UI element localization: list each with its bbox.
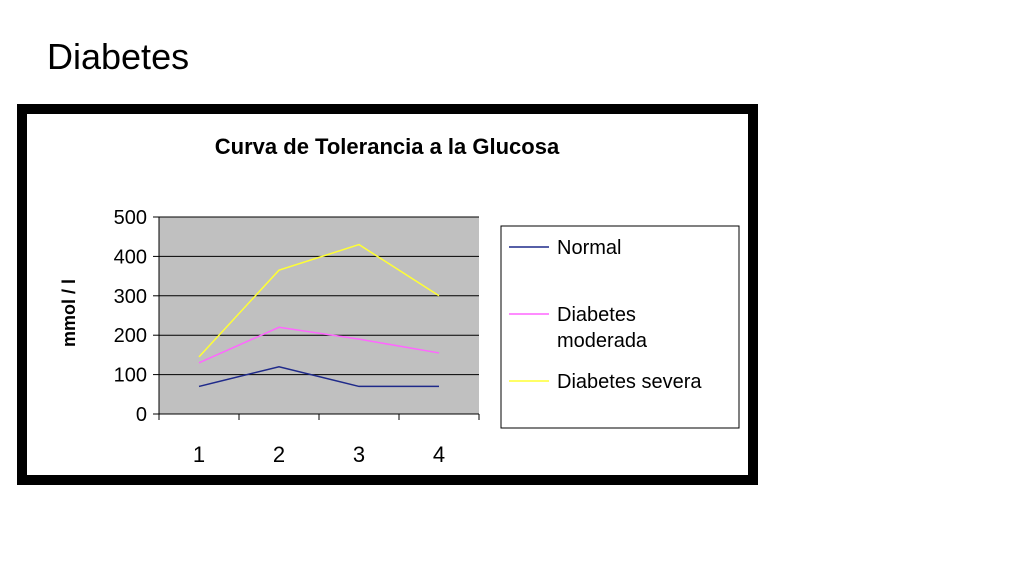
- series-line-2: [198, 326, 440, 364]
- legend-label: Diabetes: [557, 304, 636, 326]
- y-tick-label: 400: [114, 246, 147, 268]
- y-tick-label: 500: [114, 207, 147, 229]
- y-tick-label: 200: [114, 325, 147, 347]
- y-tick-label: 300: [114, 286, 147, 308]
- slide-title: Diabetes: [47, 36, 190, 77]
- glucose-tolerance-chart: Curva de Tolerancia a la Glucosa mmol / …: [27, 114, 748, 475]
- legend-label: Diabetes severa: [557, 371, 702, 393]
- y-tick-label: 0: [136, 404, 147, 426]
- legend-box: [500, 225, 740, 429]
- x-tick-label: 3: [353, 442, 365, 467]
- chart-frame: Curva de Tolerancia a la Glucosa mmol / …: [17, 104, 758, 485]
- series-line-1: [198, 365, 439, 388]
- series-line-3: [198, 243, 440, 358]
- legend-label: moderada: [557, 330, 648, 352]
- chart-title: Curva de Tolerancia a la Glucosa: [215, 134, 560, 159]
- x-tick-label: 4: [433, 442, 445, 467]
- y-tick-label: 100: [114, 365, 147, 387]
- plot-background: [159, 217, 479, 414]
- y-axis-label: mmol / l: [59, 279, 79, 347]
- x-tick-label: 1: [193, 442, 205, 467]
- legend-label: Normal: [557, 237, 621, 259]
- plot-layer: 0 100 200 300 400 500 1 2 3 4: [114, 207, 480, 467]
- chart-legend: Normal Diabetes moderada Diabetes severa: [500, 225, 740, 429]
- x-tick-label: 2: [273, 442, 285, 467]
